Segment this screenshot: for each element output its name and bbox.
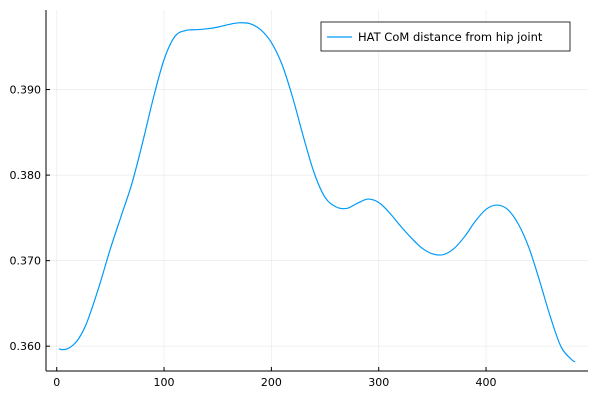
y-tick-label: 0.380 — [10, 169, 42, 182]
x-tick-label: 400 — [476, 376, 497, 389]
series-line — [58, 22, 576, 363]
legend: HAT CoM distance from hip joint — [320, 21, 571, 52]
legend-box — [320, 21, 571, 52]
x-tick-label: 0 — [53, 376, 60, 389]
series-layer — [58, 22, 576, 363]
y-tick-label: 0.390 — [10, 84, 42, 97]
x-tick-label: 200 — [261, 376, 282, 389]
x-tick-label: 100 — [154, 376, 175, 389]
y-tick-label: 0.360 — [10, 340, 42, 353]
grid-lines — [46, 10, 588, 371]
y-tick-label: 0.370 — [10, 255, 42, 268]
legend-label: HAT CoM distance from hip joint — [358, 30, 543, 44]
axis-ticks: 0 100 200 300 400 0.360 0.370 0.380 0.390 — [10, 84, 497, 389]
axes — [45, 10, 588, 372]
x-tick-label: 300 — [368, 376, 389, 389]
